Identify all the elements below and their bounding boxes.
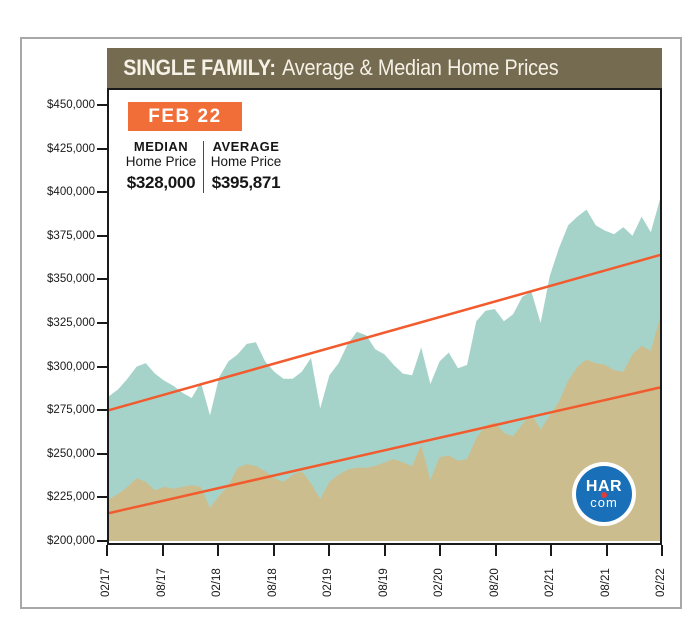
average-sublabel: Home Price [210,154,282,169]
median-sublabel: Home Price [125,154,197,169]
average-stat-column: AVERAGE Home Price $395,871 [205,139,287,193]
x-tick-mark [272,545,275,556]
median-area-series [109,317,660,541]
x-tick-mark [161,545,164,556]
y-tick-label: $225,000 [47,491,95,504]
chart-svg [109,199,660,541]
y-tick-label: $375,000 [47,229,95,242]
x-tick-label: 02/21 [544,568,556,597]
y-tick-mark [97,322,107,324]
y-tick-label: $400,000 [47,186,95,199]
page-title-rest: Average & Median Home Prices [282,55,559,80]
x-tick-mark [550,545,552,556]
har-logo-com: com [590,495,618,510]
average-label: AVERAGE [212,139,280,154]
y-tick-label: $275,000 [47,404,95,417]
median-stat-column: MEDIAN Home Price $328,000 [120,139,202,193]
x-tick-mark [439,545,441,556]
average-value: $395,871 [211,173,281,192]
x-tick-label: 02/22 [655,568,667,597]
x-tick-mark [217,545,219,556]
x-tick-label: 08/20 [488,568,501,597]
har-logo-circle: HAR com [576,466,632,522]
stats-divider [203,141,204,193]
y-tick-label: $425,000 [47,142,95,155]
x-tick-mark [383,545,386,556]
x-tick-mark [661,545,663,556]
x-tick-label: 02/20 [433,568,445,597]
har-logo-text: HAR [585,478,623,495]
x-tick-mark [494,545,497,556]
y-tick-mark [97,365,107,368]
y-tick-mark [97,104,107,106]
median-label: MEDIAN [133,139,189,154]
header-bar: SINGLE FAMILY: Average & Median Home Pric… [107,48,662,88]
y-tick-mark [97,278,107,281]
average-trend-line [109,253,660,412]
x-tick-mark [328,545,330,556]
y-tick-mark [97,452,107,455]
x-tick-label: 02/18 [211,568,223,597]
stats-panel: MEDIAN Home Price $328,000 AVERAGE Home … [120,139,287,193]
y-tick-mark [97,147,107,150]
x-tick-label: 08/18 [266,568,279,597]
y-tick-label: $450,000 [47,99,95,111]
har-logo-dot [601,492,607,498]
y-tick-mark [97,191,107,194]
x-tick-label: 08/19 [377,568,390,597]
period-badge: FEB 22 [128,102,242,131]
x-tick-label: 02/17 [100,568,112,597]
y-tick-mark [97,540,107,542]
y-tick-mark [97,496,107,499]
x-tick-label: 08/17 [155,568,168,597]
y-tick-label: $250,000 [47,447,95,460]
x-tick-label: 08/21 [599,568,612,597]
x-tick-mark [605,545,608,556]
x-tick-mark [106,545,108,556]
median-value: $328,000 [126,173,196,192]
x-tick-label: 02/19 [322,568,334,597]
y-tick-label: $350,000 [47,273,95,286]
y-tick-mark [97,409,107,412]
y-tick-mark [97,234,107,237]
y-tick-label: $325,000 [47,317,95,329]
page-title-bold: SINGLE FAMILY: [123,55,276,80]
median-trend-line [109,386,660,515]
har-logo[interactable]: HAR com [572,462,636,526]
y-tick-label: $200,000 [47,535,95,547]
y-tick-label: $300,000 [47,360,95,373]
page-title: SINGLE FAMILY: Average & Median Home Pric… [107,55,558,81]
